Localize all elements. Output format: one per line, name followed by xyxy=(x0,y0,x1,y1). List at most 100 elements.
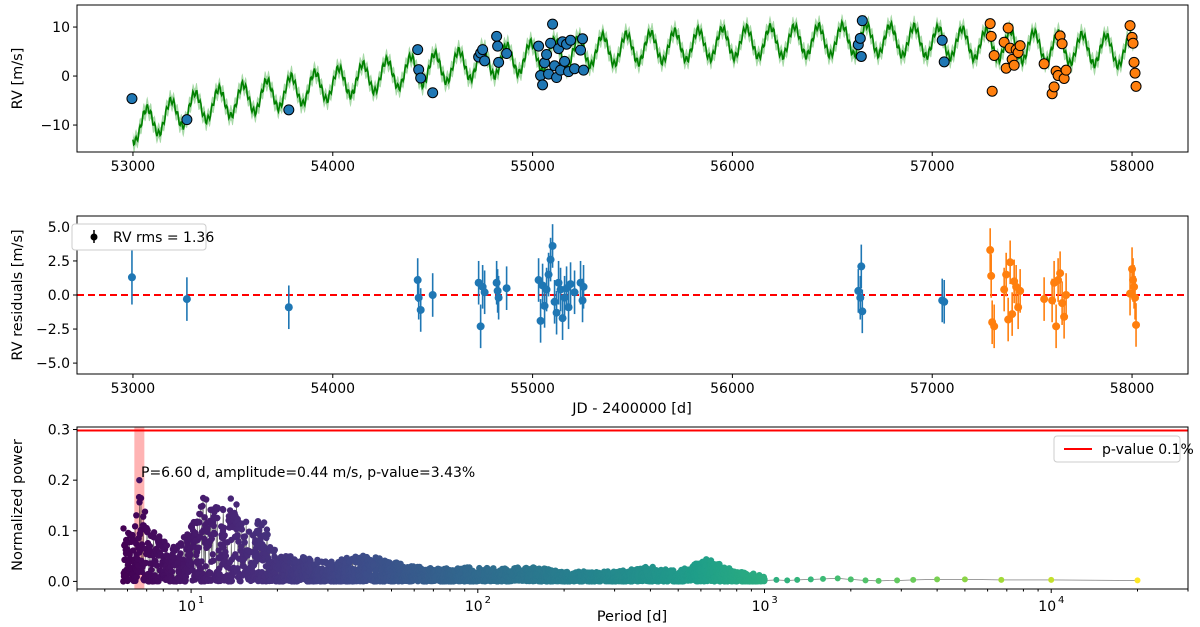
periodogram-point xyxy=(137,494,145,502)
periodogram-plot-area xyxy=(77,427,1188,589)
residual-data-point xyxy=(544,270,553,279)
periodogram-peak-point xyxy=(136,476,143,484)
rv-ylabel: RV [m/s] xyxy=(10,48,26,110)
residual-data-point xyxy=(428,291,437,299)
x-tick-label: 55000 xyxy=(510,159,555,175)
residual-data-point xyxy=(502,284,511,293)
rv-panel: 53000 54000 55000 56000 57000 58000 −10 0 10 RV… xyxy=(10,4,1189,175)
rv-data-point xyxy=(181,114,193,126)
periodogram-point xyxy=(221,532,228,539)
periodogram-point xyxy=(186,552,194,559)
residual-data-point xyxy=(1131,293,1140,302)
legend-marker-icon xyxy=(90,233,98,241)
residual-data-point xyxy=(856,293,865,302)
residual-data-point xyxy=(987,271,996,280)
periodogram-legend-box xyxy=(1053,435,1181,463)
x-tick-label: 56000 xyxy=(710,159,755,175)
rv-data-point xyxy=(491,30,503,42)
x-tick-label: 54000 xyxy=(310,381,355,397)
periodogram-point xyxy=(129,547,137,554)
periodogram-point xyxy=(195,544,202,551)
periodogram-point xyxy=(197,510,204,518)
y-tick-label: 0.3 xyxy=(48,423,70,439)
x-tick-label: 53000 xyxy=(111,159,156,175)
periodogram-point xyxy=(177,550,184,557)
residual-data-point xyxy=(1016,286,1025,295)
residuals-panel: 53000 54000 55000 56000 57000 58000 −5.0 −2.5 0… xyxy=(10,215,1189,417)
residual-data-point xyxy=(413,276,422,285)
rv-x-ticks: 53000 54000 55000 56000 57000 58000 xyxy=(111,152,1154,175)
periodogram-point xyxy=(178,542,185,549)
x-tick-label: 57000 xyxy=(910,381,955,397)
rv-data-point xyxy=(936,34,948,46)
periodogram-point xyxy=(670,567,677,574)
residual-data-point xyxy=(1052,322,1061,331)
residual-data-point xyxy=(558,314,567,323)
rv-data-point xyxy=(854,32,866,44)
periodogram-point xyxy=(256,527,263,534)
periodogram-point xyxy=(234,565,241,572)
residual-data-point xyxy=(550,297,559,306)
rv-plot-area xyxy=(126,13,1142,153)
rv-data-point xyxy=(1038,58,1050,70)
periodogram-point xyxy=(138,541,146,548)
rv-data-point xyxy=(547,18,559,30)
residual-data-point xyxy=(1008,310,1017,319)
residual-data-point xyxy=(564,303,573,312)
periodogram-point xyxy=(794,576,801,583)
periodogram-point xyxy=(260,519,268,526)
rv-data-point xyxy=(493,56,505,68)
periodogram-axes-frame xyxy=(76,426,1189,590)
y-tick-label: 0.0 xyxy=(48,288,70,304)
residuals-y-ticks: −5.0 −2.5 0.0 2.5 5.0 xyxy=(36,220,77,372)
rv-data-point xyxy=(477,44,489,56)
y-tick-label: 0.1 xyxy=(48,524,70,540)
rv-data-point xyxy=(1128,56,1140,68)
periodogram-point xyxy=(214,504,221,511)
periodogram-point xyxy=(761,577,768,584)
periodogram-point xyxy=(201,514,208,521)
periodogram-point xyxy=(233,501,240,508)
x-tick-exponent: 1 xyxy=(198,595,204,606)
periodogram-point xyxy=(196,519,203,526)
periodogram-point xyxy=(237,578,244,585)
rv-data-point xyxy=(427,87,439,99)
model-curve xyxy=(132,18,1135,147)
residual-data-point xyxy=(1002,270,1011,279)
periodogram-point xyxy=(140,513,147,520)
rv-data-point xyxy=(1002,22,1014,34)
periodogram-point xyxy=(211,530,219,538)
periodogram-point xyxy=(242,518,250,525)
periodogram-point xyxy=(862,577,869,584)
periodogram-point xyxy=(208,535,215,542)
periodogram-point xyxy=(910,576,917,583)
rv-data-point xyxy=(578,64,590,76)
rv-data-point xyxy=(1008,59,1020,71)
residual-data-point xyxy=(1060,312,1069,321)
residuals-legend-label: RV rms = 1.36 xyxy=(113,230,214,246)
x-tick-label: 58000 xyxy=(1110,381,1155,397)
rv-data-point xyxy=(1127,37,1139,49)
rv-data-point xyxy=(283,104,295,116)
y-tick-label: −5.0 xyxy=(36,356,70,372)
periodogram-point xyxy=(214,514,221,522)
periodogram-point xyxy=(209,551,216,558)
periodogram-point xyxy=(386,559,393,566)
residual-data-point xyxy=(1054,276,1063,285)
y-tick-label: −10 xyxy=(40,118,70,134)
residual-data-point xyxy=(182,295,191,304)
y-tick-label: −2.5 xyxy=(36,322,70,338)
periodogram-point xyxy=(188,560,195,567)
rv-data-point xyxy=(575,44,587,56)
x-tick-label: 54000 xyxy=(310,159,355,175)
rv-data-point xyxy=(1014,40,1026,52)
y-tick-label: 5.0 xyxy=(48,220,70,236)
periodogram-point xyxy=(153,562,160,569)
residual-data-point xyxy=(556,285,565,294)
periodogram-point xyxy=(820,575,826,582)
rv-data-point xyxy=(479,55,491,67)
periodogram-point xyxy=(263,526,271,533)
residual-data-point xyxy=(566,280,575,289)
rv-data-point xyxy=(1048,81,1060,93)
